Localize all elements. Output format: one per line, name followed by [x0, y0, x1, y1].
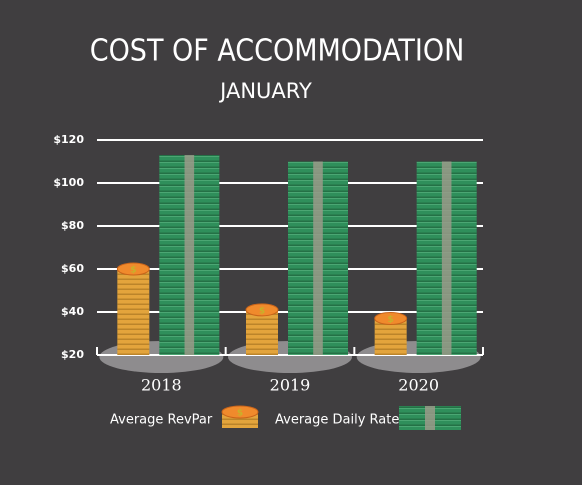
cash-band [313, 161, 323, 355]
coin-top [221, 405, 259, 419]
coin-symbol: $ [237, 409, 243, 419]
legend-label: Average Daily Rate [275, 413, 399, 428]
y-tick-label: $40 [61, 305, 84, 318]
bar-texture [246, 309, 278, 355]
x-tick-label: 2018 [141, 376, 182, 395]
y-tick-label: $20 [61, 348, 84, 361]
chart-subtitle: JANUARY [218, 79, 312, 103]
coin-symbol: $ [259, 306, 265, 316]
legend-label: Average RevPar [110, 413, 213, 428]
coin-symbol: $ [388, 315, 394, 325]
coin-top [245, 303, 279, 317]
cash-band [441, 161, 452, 355]
cash-band [425, 406, 435, 430]
y-tick-label: $100 [53, 176, 84, 189]
cash-band [184, 155, 195, 355]
x-tick-label: 2020 [398, 376, 439, 395]
x-tick-label: 2019 [270, 376, 311, 395]
coin-top [116, 262, 150, 276]
y-tick-label: $60 [61, 262, 84, 275]
coin-top [374, 311, 408, 325]
bar-texture [117, 269, 150, 355]
coin-symbol: $ [130, 266, 136, 276]
chart-title: COST OF ACCOMMODATION [90, 34, 465, 69]
y-tick-label: $120 [53, 133, 84, 146]
y-tick-label: $80 [61, 219, 84, 232]
